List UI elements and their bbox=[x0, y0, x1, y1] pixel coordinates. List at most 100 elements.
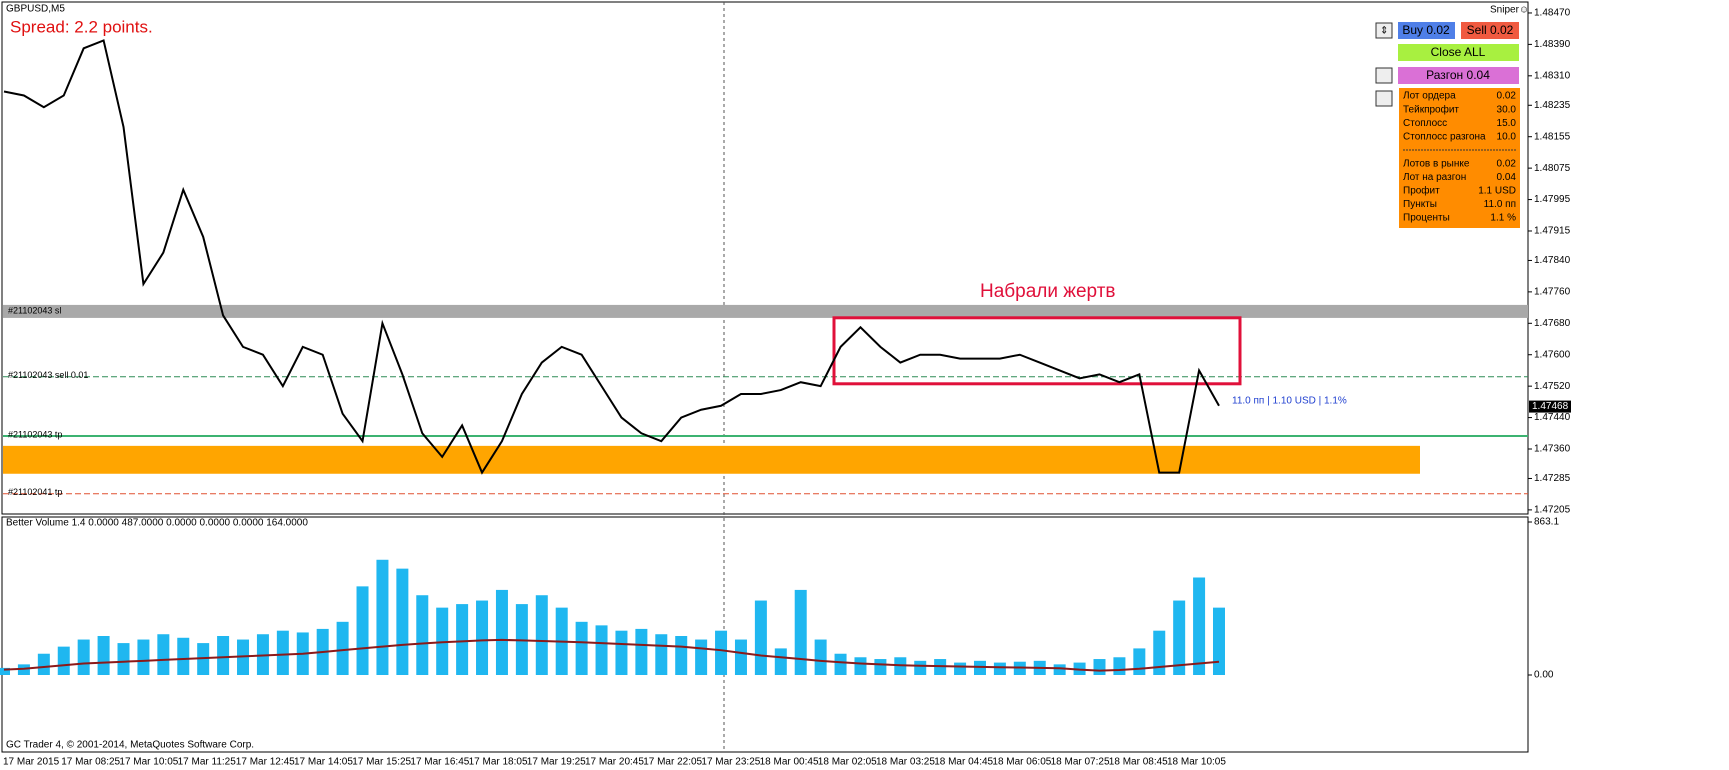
volume-bar bbox=[615, 630, 628, 675]
row-label: Профит bbox=[1403, 185, 1440, 197]
volume-bar bbox=[356, 586, 369, 675]
volume-bar bbox=[734, 639, 747, 675]
x-tick-label: 18 Mar 03:25 bbox=[876, 757, 935, 768]
volume-bar bbox=[1173, 600, 1186, 675]
x-tick-label: 18 Mar 07:25 bbox=[1051, 757, 1110, 768]
close-x[interactable] bbox=[1375, 67, 1393, 84]
y-tick-label: 863.1 bbox=[1534, 517, 1559, 528]
x-tick-label: 17 Mar 14:05 bbox=[294, 757, 353, 768]
y-tick-label: 1.48390 bbox=[1534, 39, 1571, 50]
volume-bar bbox=[774, 648, 787, 675]
volume-bar bbox=[416, 595, 429, 675]
close-all-label: Close ALL bbox=[1431, 45, 1486, 59]
volume-bar bbox=[1193, 577, 1206, 675]
footer: GC Trader 4, © 2001-2014, MetaQuotes Sof… bbox=[6, 740, 254, 751]
x-tick-label: 17 Mar 16:45 bbox=[410, 757, 469, 768]
volume-bar bbox=[794, 589, 807, 675]
y-tick-label: 1.48310 bbox=[1534, 70, 1571, 81]
x-tick-label: 18 Mar 08:45 bbox=[1109, 757, 1168, 768]
x-tick-label: 17 Mar 12:45 bbox=[236, 757, 295, 768]
volume-bar bbox=[1113, 657, 1126, 675]
x-tick-label: 17 Mar 19:25 bbox=[527, 757, 586, 768]
row-label: Стоплосс разгона bbox=[1403, 132, 1486, 143]
volume-bar bbox=[157, 634, 170, 675]
row-value: 0.04 bbox=[1497, 172, 1517, 183]
volume-bar bbox=[37, 653, 50, 675]
volume-bar bbox=[396, 568, 409, 675]
volume-bar bbox=[575, 621, 588, 675]
volume-bar bbox=[97, 636, 110, 675]
row-label: Проценты bbox=[1403, 213, 1450, 224]
volume-bar bbox=[535, 595, 548, 675]
spread: Spread: 2.2 points. bbox=[10, 17, 153, 36]
row-value: 10.0 bbox=[1497, 132, 1517, 143]
y-tick-label: 1.48075 bbox=[1534, 163, 1571, 174]
volume-bar bbox=[77, 639, 90, 675]
icon: ⇕ bbox=[1380, 26, 1388, 37]
x-tick-label: 18 Mar 06:05 bbox=[992, 757, 1051, 768]
volume-bar bbox=[814, 639, 827, 675]
volume-bar bbox=[476, 600, 489, 675]
sell-label: Sell 0.02 bbox=[1467, 23, 1514, 37]
sell-button[interactable] bbox=[1461, 22, 1519, 39]
level-label: #21102041 tp bbox=[8, 487, 62, 497]
y-tick-label: 0.00 bbox=[1534, 670, 1554, 681]
row-label: Лот на разгон bbox=[1403, 172, 1466, 183]
y-tick-label: 1.47285 bbox=[1534, 473, 1571, 484]
x-tick-label: 18 Mar 02:05 bbox=[818, 757, 877, 768]
y-tick-label: 1.47760 bbox=[1534, 287, 1571, 298]
row-value: 0.02 bbox=[1497, 91, 1517, 102]
x-tick-label: 17 Mar 23:25 bbox=[701, 757, 760, 768]
volume-bar bbox=[914, 660, 927, 675]
volume-bar bbox=[854, 657, 867, 675]
volume-bar bbox=[834, 653, 847, 675]
x-tick-label: 17 Mar 18:05 bbox=[469, 757, 528, 768]
price-frame bbox=[1, 1, 1529, 515]
level-label: #21102043 sell 0.01 bbox=[8, 370, 88, 380]
x-tick-label: 17 Mar 11:25 bbox=[178, 757, 237, 768]
volume-ma bbox=[3, 638, 1220, 672]
volume-frame bbox=[1, 516, 1529, 753]
volume-bar bbox=[1093, 659, 1106, 675]
y-tick-label: 1.48470 bbox=[1534, 8, 1571, 19]
buy-label: Buy 0.02 bbox=[1402, 23, 1450, 37]
close-x[interactable] bbox=[1375, 90, 1393, 107]
close-all-button[interactable] bbox=[1398, 44, 1519, 61]
x-tick-label: 17 Mar 20:45 bbox=[585, 757, 644, 768]
y-tick-label: 1.47995 bbox=[1534, 194, 1571, 205]
y-tick-label: 1.47440 bbox=[1534, 412, 1571, 423]
y-tick-label: 1.47205 bbox=[1534, 505, 1571, 516]
row-value: 0.02 bbox=[1497, 159, 1517, 170]
row-value: 1.1 USD bbox=[1478, 186, 1516, 197]
boost-button[interactable] bbox=[1398, 67, 1519, 84]
volume-bar bbox=[137, 639, 150, 675]
row-label: Лотов в рынке bbox=[1403, 159, 1470, 170]
buy-button[interactable] bbox=[1398, 22, 1455, 39]
annotation-box bbox=[832, 316, 1242, 386]
volume-bar bbox=[0, 667, 10, 675]
level-band bbox=[3, 304, 1528, 318]
volume-bar bbox=[595, 625, 608, 675]
row-value: 11.0 пп bbox=[1484, 199, 1516, 210]
volume-bar bbox=[695, 639, 708, 675]
volume-bar bbox=[276, 630, 289, 675]
annotation: Набрали жертв bbox=[980, 281, 1116, 302]
volume-bar bbox=[376, 559, 389, 675]
toggle[interactable] bbox=[1375, 22, 1393, 39]
volume-bar bbox=[177, 637, 190, 675]
volume-bar bbox=[954, 662, 967, 675]
volume-bar bbox=[1133, 648, 1146, 675]
row-label: Стоплосс bbox=[1403, 118, 1447, 129]
volume-bar bbox=[675, 636, 688, 675]
x-tick-label: 17 Mar 08:25 bbox=[61, 757, 120, 768]
volume-bar bbox=[336, 621, 349, 675]
volume-bar bbox=[117, 643, 130, 675]
volume-bar bbox=[874, 659, 887, 675]
volume-bar bbox=[655, 634, 668, 675]
row-label: Пункты bbox=[1403, 199, 1437, 210]
level-label: #21102043 sl bbox=[8, 305, 61, 315]
current-price: 1.47468 bbox=[1532, 401, 1569, 412]
y-tick-label: 1.47915 bbox=[1534, 226, 1571, 237]
